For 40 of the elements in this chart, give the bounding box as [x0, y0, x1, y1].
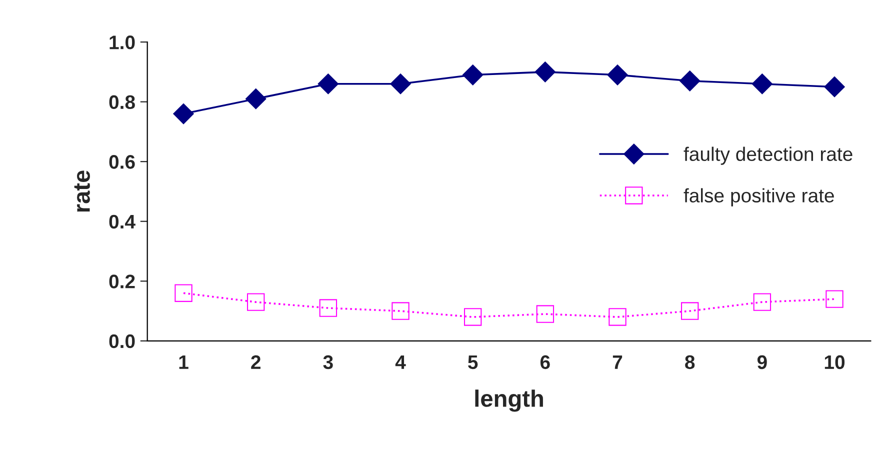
point: [534, 62, 556, 82]
y-tick-label: 1.0: [110, 36, 135, 50]
point: [246, 88, 266, 110]
legend-label: faulty detection rate: [684, 146, 852, 165]
point: [246, 293, 265, 311]
y-tick-label: 0.4: [109, 214, 136, 229]
point: [608, 308, 626, 326]
x-tick-label: 10: [824, 355, 845, 370]
x-tick-label: 8: [685, 355, 695, 370]
x-tick-label: 1: [179, 356, 188, 369]
x-tick-label: 2: [251, 355, 260, 369]
point: [464, 308, 482, 326]
point: [318, 74, 339, 94]
y-tick-label: 0.6: [109, 155, 135, 169]
y-tick-label: 0.0: [109, 334, 135, 348]
y-axis-title: rate: [74, 170, 90, 212]
point: [173, 103, 194, 124]
x-tick-label: 9: [757, 355, 767, 370]
point: [752, 74, 773, 94]
x-axis-title: length: [475, 390, 543, 412]
point: [390, 74, 411, 94]
point: [607, 64, 628, 86]
point: [392, 302, 410, 320]
y-tick-label: 0.2: [109, 274, 135, 288]
x-tick-label: 3: [323, 355, 333, 370]
point: [680, 302, 699, 320]
point: [826, 290, 844, 308]
point: [753, 293, 772, 311]
point: [174, 284, 192, 302]
point: [680, 70, 700, 92]
point: [319, 299, 338, 317]
point: [462, 64, 484, 86]
legend-label: false positive rate: [684, 188, 834, 206]
y-tick-label: 0.8: [109, 95, 135, 110]
x-tick-label: 5: [468, 356, 478, 370]
x-tick-label: 6: [540, 355, 550, 370]
x-tick-label: 4: [395, 356, 406, 369]
point: [824, 76, 845, 98]
point: [536, 305, 554, 323]
x-tick-label: 7: [612, 356, 622, 369]
